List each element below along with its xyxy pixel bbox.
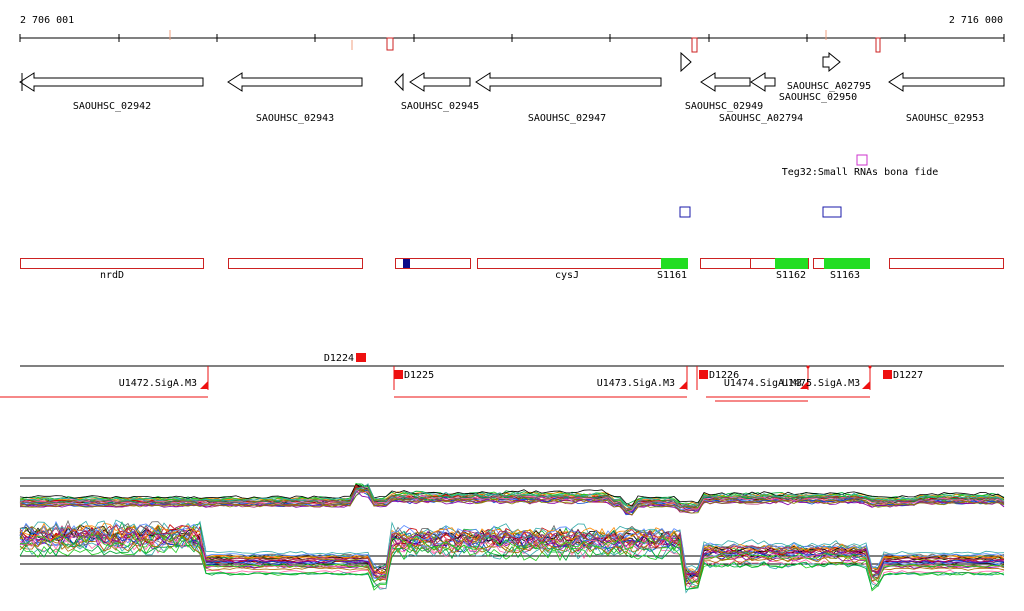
expression-profile-line	[19, 539, 1005, 592]
promoter-dot	[868, 365, 872, 369]
downshift-marker[interactable]	[394, 370, 403, 379]
ruler-feature-box	[386, 37, 394, 51]
gene-arrow-02947[interactable]	[475, 72, 662, 92]
promoter-triangle[interactable]	[862, 381, 870, 389]
expression-track-lower	[19, 519, 1005, 594]
expression-profile-line	[19, 520, 1005, 574]
gene-arrow-A02795[interactable]	[822, 51, 841, 73]
gene-label-02945: SAOUHSC_02945	[401, 101, 479, 112]
gene-label-A02795: SAOUHSC_A02795	[787, 81, 871, 92]
annotation-label-S1163: S1163	[830, 270, 860, 281]
annotation-label-S1162: S1162	[776, 270, 806, 281]
expression-profile-line	[19, 486, 1005, 512]
expression-profile-line	[19, 484, 1005, 507]
gene-arrow-small-minus[interactable]	[394, 72, 404, 92]
promoter-triangle[interactable]	[800, 381, 808, 389]
expression-profile-line	[19, 483, 1005, 506]
gene-arrow-02950[interactable]	[750, 72, 776, 92]
gene-label-02947: SAOUHSC_02947	[528, 113, 606, 124]
gene-arrow-02953[interactable]	[888, 72, 1005, 92]
downshift-label-D1227: D1227	[893, 370, 923, 381]
gene-track: SAOUHSC_02942 SAOUHSC_02943 SAOUHSC_0294…	[19, 51, 1005, 124]
annotation-green-segment	[661, 258, 688, 269]
expression-profile-line	[19, 488, 1005, 516]
annotation-box[interactable]	[889, 258, 1004, 269]
promoter-dot	[806, 365, 810, 369]
annotation-label-S1161: S1161	[657, 270, 687, 281]
expression-track-upper	[19, 477, 1005, 516]
annotation-box[interactable]	[395, 258, 471, 269]
downshift-marker[interactable]	[883, 370, 892, 379]
gene-label-02943: SAOUHSC_02943	[256, 113, 334, 124]
promoter-label-U1475: U1475.SigA.M3	[782, 378, 860, 389]
blue-feature-box[interactable]	[822, 206, 842, 218]
annotation-box[interactable]	[700, 258, 809, 269]
downshift-label-D1224: D1224	[324, 353, 354, 364]
blue-feature-track	[679, 206, 842, 218]
expression-profile-line	[19, 519, 1005, 574]
gene-arrow-02942[interactable]	[19, 72, 204, 92]
gene-arrow-02949[interactable]	[700, 72, 751, 92]
annotation-green-segment	[775, 258, 808, 269]
expression-profile-line	[19, 489, 1005, 510]
gene-label-02953: SAOUHSC_02953	[906, 113, 984, 124]
ruler-ticks	[19, 30, 1005, 53]
downshift-label-D1225: D1225	[404, 370, 434, 381]
gene-arrow-02945[interactable]	[409, 72, 471, 92]
srna-feature-teg32[interactable]	[856, 154, 868, 166]
expression-profile-line	[19, 482, 1005, 510]
annotation-cysJ[interactable]	[477, 258, 688, 269]
annotation-label-nrdD: nrdD	[100, 270, 124, 281]
promoter-label-U1474: U1474.SigA.M3	[724, 378, 802, 389]
promoter-triangle[interactable]	[200, 381, 208, 389]
srna-track: Teg32:Small RNAs bona fide	[782, 154, 939, 178]
annotation-nrdD[interactable]	[20, 258, 204, 269]
downshift-label-D1226: D1226	[709, 370, 739, 381]
gene-label-A02794: SAOUHSC_A02794	[719, 113, 803, 124]
gene-label-02949: SAOUHSC_02949	[685, 101, 763, 112]
gene-arrow-small-plus[interactable]	[680, 51, 692, 73]
annotation-dark-segment	[403, 259, 410, 268]
start-coordinate: 2 706 001	[20, 15, 74, 26]
annotation-box[interactable]	[228, 258, 363, 269]
end-coordinate: 2 716 000	[949, 15, 1003, 26]
promoter-label-U1472: U1472.SigA.M3	[119, 378, 197, 389]
annotation-label-cysJ: cysJ	[555, 270, 579, 281]
expression-profiles-upper	[19, 482, 1005, 516]
promoter-track: D1224 D1225 D1226 D1227 U1472.SigA.M3 U1…	[0, 353, 1004, 402]
gene-arrow-02943[interactable]	[227, 72, 363, 92]
downshift-marker[interactable]	[699, 370, 708, 379]
expression-profile-line	[19, 524, 1005, 579]
annotation-track: nrdD cysJ S1161 S1162 S1163	[20, 258, 1004, 281]
annotation-green-segment	[824, 258, 870, 269]
coordinate-ruler: 2 706 001 2 716 000	[19, 15, 1005, 53]
promoter-triangle[interactable]	[679, 381, 687, 389]
downshift-marker[interactable]	[356, 353, 366, 362]
expression-profile-line	[19, 487, 1005, 509]
promoter-label-U1473: U1473.SigA.M3	[597, 378, 675, 389]
gene-label-02942: SAOUHSC_02942	[73, 101, 151, 112]
expression-profile-line	[19, 522, 1005, 577]
expression-profile-line	[19, 489, 1005, 513]
srna-label: Teg32:Small RNAs bona fide	[782, 167, 939, 178]
gene-label-02950: SAOUHSC_02950	[779, 92, 857, 103]
expression-profile-line	[19, 531, 1005, 584]
expression-profile-line	[19, 483, 1005, 510]
blue-feature-box[interactable]	[679, 206, 691, 218]
ruler-feature-box	[691, 37, 698, 53]
ruler-feature-box	[875, 37, 881, 53]
expression-profiles-lower	[19, 519, 1005, 594]
